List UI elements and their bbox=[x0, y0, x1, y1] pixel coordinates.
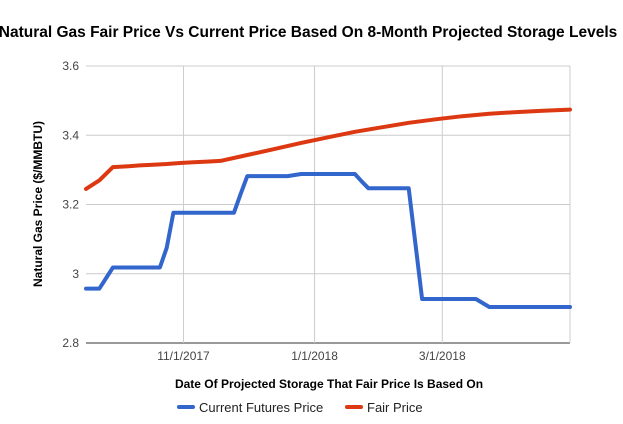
y-tick-label-3-4: 3.4 bbox=[62, 128, 79, 142]
x-tick-label-11-1-2017: 11/1/2017 bbox=[157, 349, 210, 363]
y-tick-label-3-2: 3.2 bbox=[62, 198, 79, 212]
y-axis-ticks: 2.8 3 3.2 3.4 3.6 bbox=[62, 59, 79, 350]
y-tick-label-3-6: 3.6 bbox=[62, 59, 79, 73]
x-tick-label-3-1-2018: 3/1/2018 bbox=[419, 349, 466, 363]
legend-label-current-futures-price: Current Futures Price bbox=[199, 400, 323, 415]
series-lines bbox=[84, 107, 572, 309]
legend-label-fair-price: Fair Price bbox=[367, 400, 423, 415]
chart-title: Natural Gas Fair Price Vs Current Price … bbox=[0, 24, 617, 41]
y-tick-label-2-8: 2.8 bbox=[62, 336, 79, 350]
legend-item-current-futures-price[interactable]: Current Futures Price bbox=[177, 400, 323, 415]
legend: Current Futures Price Fair Price bbox=[177, 400, 423, 415]
legend-item-fair-price[interactable]: Fair Price bbox=[345, 400, 423, 415]
y-tick-label-3: 3 bbox=[72, 267, 79, 281]
x-tick-label-1-1-2018: 1/1/2018 bbox=[291, 349, 338, 363]
x-axis-title: Date Of Projected Storage That Fair Pric… bbox=[175, 377, 483, 391]
series-line-fair-price bbox=[84, 107, 572, 191]
series-line-current-futures-price bbox=[84, 172, 572, 309]
gridlines bbox=[86, 65, 571, 344]
x-axis-ticks: 11/1/2017 1/1/2018 3/1/2018 bbox=[157, 349, 466, 363]
y-axis-title: Natural Gas Price ($/MMBTU) bbox=[31, 121, 45, 287]
